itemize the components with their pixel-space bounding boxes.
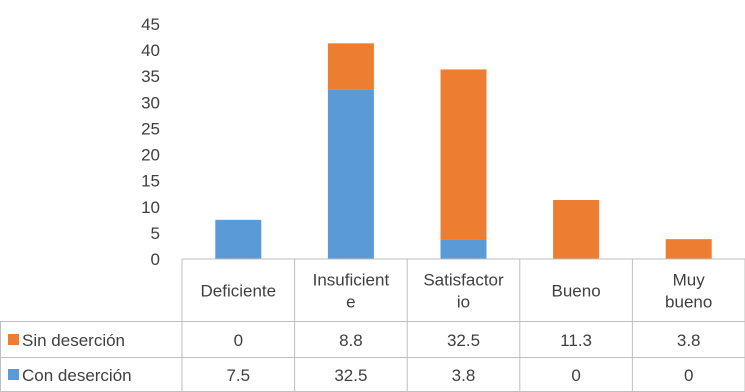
category-label: bueno <box>665 293 712 312</box>
table-cell-value: 0 <box>571 366 580 385</box>
category-label: Deficiente <box>200 282 276 301</box>
bar-segment <box>327 43 374 90</box>
legend-key <box>8 334 19 345</box>
category-label: io <box>457 293 470 312</box>
y-tick-label: 30 <box>141 93 160 112</box>
category-label: Satisfactor <box>423 271 504 290</box>
bar-segment <box>665 239 712 259</box>
table-cell-value: 8.8 <box>339 331 363 350</box>
legend-key <box>8 369 19 380</box>
bar-segment <box>215 219 262 259</box>
bar-segment <box>440 69 487 240</box>
y-tick-label: 45 <box>141 15 160 34</box>
bar-segment <box>553 199 600 259</box>
bar-segment <box>327 89 374 260</box>
table-cell-value: 32.5 <box>334 366 367 385</box>
y-tick-label: 35 <box>141 67 160 86</box>
legend-label: Con deserción <box>22 366 132 385</box>
table-cell-value: 0 <box>234 331 243 350</box>
table-cell-value: 0 <box>684 366 693 385</box>
category-labels: Deficiente Insuficient e Satisfactor io Bueno… <box>200 271 712 312</box>
y-axis-ticks: 0 5 10 15 20 25 30 35 40 45 <box>141 15 160 269</box>
table-cell-value: 32.5 <box>447 331 480 350</box>
y-tick-label: 40 <box>141 41 160 60</box>
category-label: Bueno <box>552 282 601 301</box>
table-cell-value: 7.5 <box>226 366 250 385</box>
category-label: e <box>346 293 355 312</box>
table-cell-value: 3.8 <box>452 366 476 385</box>
y-tick-label: 0 <box>151 250 160 269</box>
y-tick-label: 20 <box>141 146 160 165</box>
category-label: Insuficient <box>313 271 390 290</box>
table-cell-value: 3.8 <box>677 331 701 350</box>
bars <box>215 43 712 260</box>
legend-label: Sin deserción <box>22 331 125 350</box>
y-tick-label: 25 <box>141 119 160 138</box>
data-table: Sin deserción 0 8.8 32.5 11.3 3.8 Con deserció… <box>8 331 701 385</box>
y-tick-label: 5 <box>151 224 160 243</box>
y-tick-label: 15 <box>141 172 160 191</box>
y-tick-label: 10 <box>141 198 160 217</box>
table-cell-value: 11.3 <box>560 331 592 350</box>
category-label: Muy <box>673 271 706 290</box>
bar-segment <box>440 239 487 259</box>
